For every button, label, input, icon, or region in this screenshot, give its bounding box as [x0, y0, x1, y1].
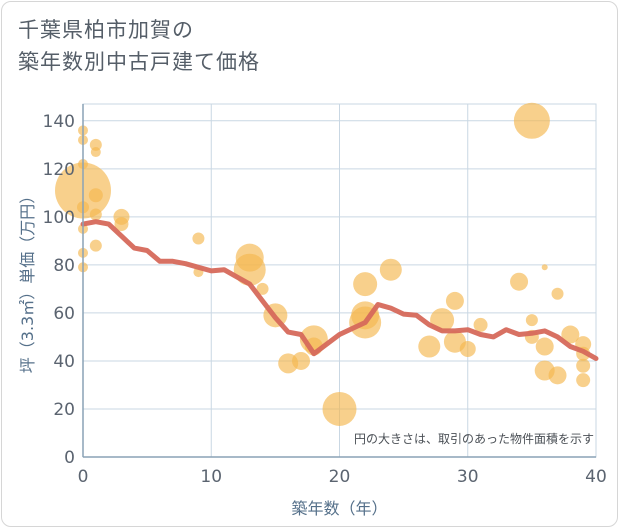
bubble-size-note: 円の大きさは、取引のあった物件面積を示す	[354, 431, 594, 446]
x-tick-label: 20	[329, 467, 351, 487]
data-bubble	[535, 337, 554, 356]
x-tick-label: 40	[585, 467, 607, 487]
data-bubble	[233, 253, 266, 286]
data-bubble	[510, 272, 529, 291]
average-price-line	[80, 219, 599, 361]
data-bubble	[548, 366, 567, 385]
data-bubble	[89, 138, 102, 151]
data-bubble	[473, 317, 488, 332]
y-tick-label: 60	[53, 304, 75, 324]
chart-title: 千葉県柏市加賀の 築年数別中古戸建て価格	[18, 14, 260, 78]
data-bubble	[90, 147, 101, 158]
x-tick-label: 0	[78, 467, 89, 487]
data-bubble	[525, 314, 538, 327]
data-bubble	[445, 291, 464, 310]
x-tick-label: 30	[457, 467, 479, 487]
data-bubble	[513, 102, 550, 139]
data-bubble	[561, 325, 580, 344]
data-bubble	[256, 282, 269, 295]
data-bubble	[292, 351, 311, 370]
x-axis-title: 築年数（年）	[291, 499, 387, 518]
data-bubble	[459, 340, 476, 357]
data-bubble	[89, 208, 102, 221]
chart-title-line-2: 築年数別中古戸建て価格	[18, 50, 260, 74]
data-bubble	[322, 391, 357, 426]
y-tick-label: 120	[43, 160, 75, 180]
y-tick-label: 20	[53, 400, 75, 420]
data-bubble	[379, 258, 402, 281]
data-bubble	[551, 287, 564, 300]
data-bubble	[114, 217, 129, 232]
data-bubble	[576, 373, 591, 388]
y-axis-title: 坪（3.3㎡）単価（万円）	[18, 188, 37, 373]
chart-title-line-1: 千葉県柏市加賀の	[18, 18, 194, 42]
x-tick-label: 10	[200, 467, 222, 487]
y-tick-label: 100	[43, 208, 75, 228]
data-bubble	[541, 264, 548, 271]
y-tick-label: 140	[43, 112, 75, 132]
data-bubble	[353, 272, 378, 297]
data-bubble	[89, 239, 102, 252]
y-tick-label: 80	[53, 256, 75, 276]
data-bubble	[418, 335, 441, 358]
data-bubble	[576, 358, 591, 373]
y-tick-label: 0	[64, 448, 75, 468]
y-tick-label: 40	[53, 352, 75, 372]
data-bubble	[88, 188, 103, 203]
data-bubble	[192, 232, 205, 245]
